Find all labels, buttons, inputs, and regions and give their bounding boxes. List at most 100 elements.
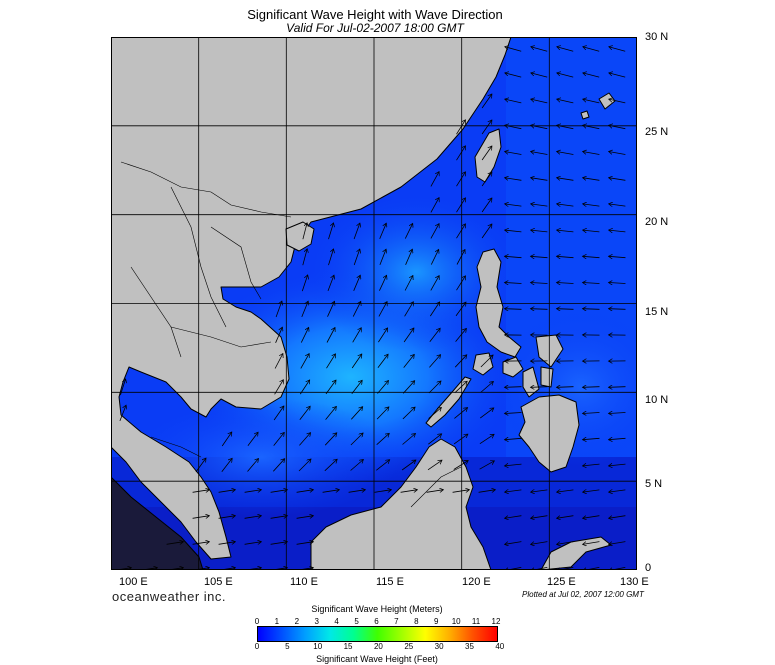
wave-direction-arrow <box>405 249 413 265</box>
wave-direction-arrow <box>583 387 600 388</box>
feet-tick: 35 <box>465 642 474 651</box>
wave-direction-arrow <box>609 413 626 414</box>
meter-tick: 8 <box>414 617 419 626</box>
wave-direction-arrow <box>609 438 626 439</box>
wave-direction-arrow <box>378 328 387 343</box>
wave-direction-arrow <box>404 302 414 317</box>
wave-direction-arrow <box>376 433 390 445</box>
wave-direction-arrow <box>481 224 492 239</box>
wave-direction-arrow <box>326 354 336 369</box>
wave-direction-arrow <box>218 516 236 519</box>
wave-direction-arrow <box>531 230 548 232</box>
wave-direction-arrow <box>609 387 626 388</box>
wave-direction-arrow <box>481 172 492 187</box>
lon-label-105e: 105 E <box>204 576 233 588</box>
wave-direction-arrow <box>296 542 314 545</box>
wave-direction-arrow <box>404 223 412 239</box>
wave-direction-arrow <box>531 99 548 104</box>
feet-tick: 5 <box>285 642 290 651</box>
wave-direction-arrow <box>195 458 206 473</box>
wave-direction-arrow <box>583 152 600 155</box>
wave-direction-arrow <box>429 302 439 317</box>
wave-direction-arrow <box>403 354 415 368</box>
wave-direction-arrow <box>531 283 548 284</box>
meter-tick: 4 <box>334 617 339 626</box>
feet-tick: 30 <box>434 642 444 651</box>
wave-direction-arrow <box>353 223 360 240</box>
lon-label-115e: 115 E <box>376 576 404 588</box>
land-ryukyu-small <box>580 110 590 120</box>
wave-height-map <box>111 37 637 570</box>
land-leyte <box>540 366 554 388</box>
land-sulawesi <box>540 536 612 570</box>
lat-label-5n: 5 N <box>645 478 663 490</box>
wave-direction-arrow <box>583 204 600 206</box>
brand-logo-text: oceanweather inc. <box>112 589 227 604</box>
wave-direction-arrow <box>275 327 283 343</box>
wave-direction-arrow <box>583 309 600 310</box>
map-title: Significant Wave Height with Wave Direct… <box>247 7 503 22</box>
wave-direction-arrow <box>379 223 387 239</box>
wave-direction-arrow <box>531 204 548 206</box>
meter-tick: 6 <box>374 617 379 626</box>
wave-direction-arrow <box>400 490 418 493</box>
wave-direction-arrow <box>609 204 626 206</box>
wave-direction-arrow <box>456 250 465 265</box>
wave-direction-arrow <box>403 328 414 343</box>
wave-direction-arrow <box>454 381 467 394</box>
wave-direction-arrow <box>324 433 337 446</box>
wave-direction-arrow <box>430 224 439 239</box>
meter-tick: 1 <box>274 617 280 626</box>
lat-label-30n: 30 N <box>645 31 669 43</box>
wave-direction-arrow <box>583 413 600 414</box>
wave-direction-arrow <box>583 464 600 466</box>
wave-direction-arrow <box>376 460 389 471</box>
wave-direction-arrow <box>531 178 548 181</box>
wave-direction-arrow <box>403 381 414 394</box>
wave-direction-arrow <box>557 387 574 388</box>
wave-direction-arrow <box>120 379 125 396</box>
wave-direction-arrow <box>505 256 522 257</box>
wave-direction-arrow <box>302 223 307 240</box>
wave-direction-arrow <box>274 380 284 395</box>
wave-direction-arrow <box>274 354 283 369</box>
wave-direction-arrow <box>166 542 184 545</box>
wave-direction-arrow <box>479 434 494 445</box>
wave-direction-arrow <box>531 256 548 257</box>
wave-direction-arrow <box>352 328 362 343</box>
wave-direction-arrow <box>192 542 210 545</box>
map-subtitle: Valid For Jul-02-2007 18:00 GMT <box>286 21 464 35</box>
wave-direction-arrow <box>557 309 574 310</box>
wave-direction-arrow <box>298 459 311 472</box>
wave-direction-arrow <box>609 73 626 78</box>
wave-direction-arrow <box>557 256 574 257</box>
wave-direction-arrow <box>531 309 548 310</box>
wave-direction-arrow <box>300 354 309 369</box>
wave-direction-arrow <box>325 406 337 420</box>
colorbar <box>257 626 498 642</box>
wave-direction-arrow <box>428 434 441 445</box>
wave-direction-arrow <box>430 198 439 213</box>
wave-direction-arrow <box>300 327 308 343</box>
wave-direction-arrow <box>480 355 493 368</box>
land-mindoro <box>472 352 494 376</box>
wave-direction-arrow <box>505 515 522 519</box>
colorbar-title-feet: Significant Wave Height (Feet) <box>316 654 438 664</box>
meter-tick: 3 <box>314 617 319 626</box>
wave-direction-arrow <box>583 490 600 492</box>
lon-label-100e: 100 E <box>119 576 148 588</box>
wave-direction-arrow <box>351 354 362 369</box>
wave-direction-arrow <box>479 461 495 470</box>
wave-direction-arrow <box>430 276 439 291</box>
feet-tick: 25 <box>404 642 414 651</box>
wave-direction-arrow <box>456 224 466 239</box>
wave-direction-arrow <box>404 276 413 291</box>
wave-direction-arrow <box>301 301 308 318</box>
wave-direction-arrow <box>505 178 522 181</box>
lat-label-25n: 25 N <box>645 126 669 138</box>
wave-direction-arrow <box>531 73 548 78</box>
wave-direction-arrow <box>299 433 310 446</box>
wave-direction-arrow <box>583 283 600 284</box>
wave-direction-arrow <box>353 249 360 266</box>
meter-tick: 11 <box>471 617 481 626</box>
